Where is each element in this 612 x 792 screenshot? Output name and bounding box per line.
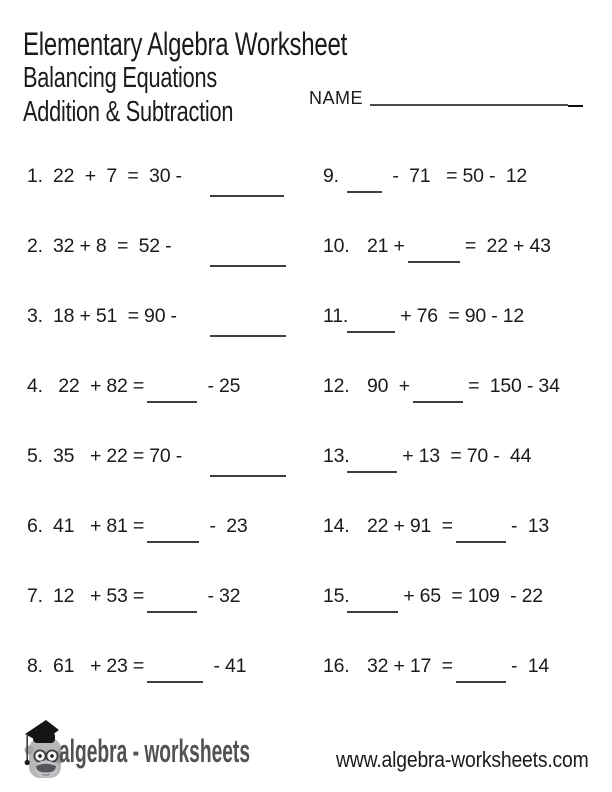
equation-text: = 150 - 34 (462, 375, 560, 397)
equation-text: = 22 + 43 (459, 235, 551, 257)
problem-number: 2. (27, 235, 43, 257)
equation-text: - 71 = 50 - 12 (382, 165, 528, 187)
logo-wordmark-text: algebra - worksheets (59, 733, 251, 769)
problem-number: 13. (323, 445, 350, 467)
problem-1: 1. 22 + 7 = 30 - (27, 165, 284, 197)
answer-blank[interactable] (210, 475, 286, 477)
equation-text: 22 + 91 = (367, 515, 453, 537)
worksheet-subtitle: Balancing Equations (23, 62, 282, 95)
problem-number: 4. (27, 375, 43, 397)
problem-number: 16. (323, 655, 350, 677)
equation-text: 90 + (367, 375, 410, 397)
problem-9: 9. - 71 = 50 - 12 (323, 166, 527, 193)
name-input-line[interactable] (370, 104, 568, 106)
problem-13: 13. + 13 = 70 - 44 (323, 446, 531, 473)
worksheet-title: Elementary Algebra Worksheet (23, 26, 455, 63)
problem-14: 14. 22 + 91 = - 13 (323, 516, 549, 543)
problem-number: 3. (27, 305, 43, 327)
name-label: NAME (309, 88, 364, 108)
problem-number: 5. (27, 445, 43, 467)
problem-2: 2. 32 + 8 = 52 - (27, 235, 286, 267)
equation-text: + 65 = 109 - 22 (398, 585, 543, 607)
answer-blank[interactable] (347, 331, 395, 333)
problem-number: 6. (27, 515, 43, 537)
equation-text: 32 + 8 = 52 - (53, 235, 172, 257)
problem-number: 7. (27, 585, 43, 607)
equation-text: 61 + 23 = (53, 655, 145, 677)
gorilla-graduate-logo-icon (24, 720, 63, 778)
equation-text: 32 + 17 = (367, 655, 453, 677)
name-input-line-end (568, 104, 583, 108)
equation-text: + 76 = 90 - 12 (395, 305, 525, 327)
problem-number: 15. (323, 585, 350, 607)
problem-12: 12. 90 + = 150 - 34 (323, 376, 560, 403)
answer-blank[interactable] (210, 335, 286, 337)
problem-number: 9. (323, 165, 339, 187)
equation-text: - 41 (203, 655, 247, 677)
answer-blank[interactable] (210, 195, 284, 197)
answer-blank[interactable] (147, 611, 198, 613)
website-url-text: www.algebra-worksheets.com (336, 747, 589, 772)
answer-blank[interactable] (210, 265, 286, 267)
worksheet-title-text: Elementary Algebra Worksheet (23, 26, 348, 62)
answer-blank[interactable] (347, 471, 397, 473)
worksheet-topic: Addition & Subtraction (23, 96, 303, 129)
problem-number: 8. (27, 655, 43, 677)
problem-16: 16. 32 + 17 = - 14 (323, 656, 549, 683)
answer-blank[interactable] (347, 611, 398, 613)
problem-7: 7. 12 + 53 = - 32 (27, 586, 240, 613)
equation-text: - 13 (505, 515, 550, 537)
logo-wordmark: algebra - worksheets (59, 733, 377, 770)
answer-blank[interactable] (147, 401, 198, 403)
equation-text: 41 + 81 = (53, 515, 145, 537)
equation-text: 18 + 51 = 90 - (53, 305, 177, 327)
problem-3: 3. 18 + 51 = 90 - (27, 305, 286, 337)
worksheet-subtitle-text: Balancing Equations (23, 62, 218, 94)
problem-number: 12. (323, 375, 350, 397)
equation-text: + 13 = 70 - 44 (397, 445, 532, 467)
problem-8: 8. 61 + 23 = - 41 (27, 656, 246, 683)
problem-number: 10. (323, 235, 350, 257)
answer-blank[interactable] (455, 541, 506, 543)
answer-blank[interactable] (412, 401, 463, 403)
answer-blank[interactable] (147, 541, 200, 543)
problem-number: 11. (323, 305, 349, 327)
answer-blank[interactable] (347, 191, 382, 193)
answer-blank[interactable] (147, 681, 204, 683)
answer-blank[interactable] (407, 261, 460, 263)
equation-text: 22 + 7 = 30 - (53, 165, 182, 187)
worksheet-topic-text: Addition & Subtraction (23, 96, 234, 128)
equation-text: 22 + 82 = (53, 375, 145, 397)
problem-15: 15. + 65 = 109 - 22 (323, 586, 543, 613)
problem-4: 4. 22 + 82 = - 25 (27, 376, 240, 403)
problem-number: 1. (27, 165, 43, 187)
equation-text: - 14 (505, 655, 550, 677)
problem-5: 5. 35 + 22 = 70 - (27, 445, 286, 477)
equation-text: - 23 (199, 515, 248, 537)
equation-text: - 25 (197, 375, 241, 397)
problem-6: 6. 41 + 81 = - 23 (27, 516, 248, 543)
problem-11: 11. + 76 = 90 - 12 (323, 306, 524, 333)
equation-text: 12 + 53 = (53, 585, 145, 607)
website-url: www.algebra-worksheets.com (336, 747, 612, 773)
problem-10: 10. 21 + = 22 + 43 (323, 236, 551, 263)
equation-text: 21 + (367, 235, 405, 257)
equation-text: 35 + 22 = 70 - (53, 445, 183, 467)
problem-number: 14. (323, 515, 350, 537)
answer-blank[interactable] (455, 681, 506, 683)
equation-text: - 32 (197, 585, 241, 607)
